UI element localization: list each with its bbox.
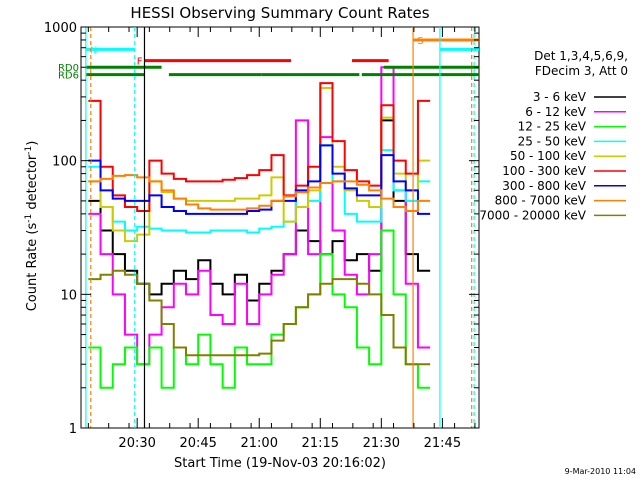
plot-frame bbox=[80, 26, 480, 429]
flag-label: RD6 bbox=[58, 71, 79, 82]
flag-label: RD0 bbox=[58, 63, 79, 74]
x-tick-label: 21:15 bbox=[302, 436, 339, 451]
series-line-8 bbox=[88, 269, 431, 366]
series-line-3 bbox=[88, 144, 431, 234]
series-line-5 bbox=[88, 82, 431, 213]
legend-label: 50 - 100 keV bbox=[510, 149, 587, 163]
x-axis-label: Start Time (19-Nov-03 20:16:02) bbox=[174, 456, 386, 471]
plot-area bbox=[80, 26, 480, 429]
y-tick-label: 1000 bbox=[44, 21, 77, 36]
y-axis-label-sup1: -1 bbox=[24, 214, 34, 223]
axis-layer: 1 10 100 1000 20:30 20:45 21:00 21:15 21:30 21:45 bbox=[44, 21, 479, 451]
legend-label: 100 - 300 keV bbox=[502, 164, 586, 178]
series-line-4 bbox=[88, 86, 431, 243]
series-line-2 bbox=[88, 229, 431, 389]
y-axis-label-main: Count Rate (s bbox=[25, 223, 40, 312]
legend-label: 7000 - 20000 keV bbox=[479, 208, 586, 222]
legend-title-1: Det 1,3,4,5,6,9, bbox=[534, 49, 628, 63]
legend-label: 25 - 50 keV bbox=[518, 134, 587, 148]
series-layer bbox=[88, 66, 431, 389]
legend-label: 300 - 800 keV bbox=[502, 179, 586, 193]
legend-label: 6 - 12 keV bbox=[525, 105, 587, 119]
vline-layer bbox=[85, 27, 475, 428]
footer-date: 9-Mar-2010 11:04 bbox=[565, 467, 636, 476]
x-tick-label: 21:30 bbox=[363, 436, 400, 451]
legend-label: 12 - 25 keV bbox=[518, 120, 587, 134]
y-axis-label-sup2: -1 bbox=[24, 146, 34, 155]
y-axis-label-mid: detector bbox=[25, 154, 40, 214]
legend-title-2: FDecim 3, Att 0 bbox=[535, 64, 628, 78]
x-tick-label: 20:30 bbox=[118, 436, 155, 451]
chart-title: HESSI Observing Summary Count Rates bbox=[130, 4, 429, 22]
x-tick-label: 21:45 bbox=[424, 436, 461, 451]
flag-label: S bbox=[417, 36, 423, 47]
flag-label: N bbox=[90, 45, 97, 56]
x-tick-label: 21:00 bbox=[241, 436, 278, 451]
legend-label: 3 - 6 keV bbox=[533, 90, 587, 104]
y-axis-label: Count Rate (s-1 detector-1) bbox=[24, 141, 40, 312]
y-tick-label: 1 bbox=[69, 422, 77, 437]
legend-label: 800 - 7000 keV bbox=[495, 194, 587, 208]
series-line-7 bbox=[88, 174, 431, 213]
x-tick-label: 20:45 bbox=[179, 436, 216, 451]
legend: Det 1,3,4,5,6,9, FDecim 3, Att 0 3 - 6 k… bbox=[479, 49, 628, 222]
y-tick-label: 100 bbox=[52, 155, 77, 170]
y-axis-label-end: ) bbox=[25, 141, 40, 146]
y-tick-label: 10 bbox=[60, 288, 77, 303]
flag-label: F bbox=[137, 57, 143, 68]
